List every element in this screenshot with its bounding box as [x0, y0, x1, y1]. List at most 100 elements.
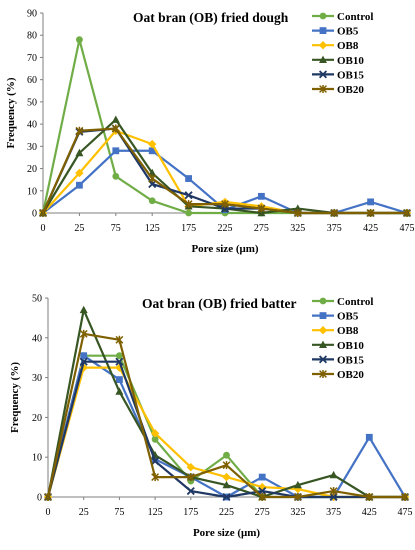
data-point-control	[151, 435, 159, 443]
legend-label-ob20: OB20	[337, 369, 364, 381]
data-point-ob20	[401, 493, 409, 501]
data-point-ob10	[329, 470, 338, 479]
data-point-ob15	[258, 486, 267, 496]
legend-item-ob15: OB15	[312, 69, 364, 81]
data-point-ob10	[115, 387, 124, 395]
legend-marker-ob20	[319, 85, 327, 93]
y-tick-label: 20	[32, 413, 42, 424]
y-tick-label: 90	[27, 9, 37, 20]
data-point-control	[116, 352, 123, 360]
legend-label-ob5: OB5	[337, 311, 359, 323]
data-point-ob10	[293, 480, 302, 489]
x-tick-label: 225	[219, 507, 234, 518]
chart-oat-bran-fried-batter: 0 10 20 30 40 50 0 25 75 125 175 225 275 325 375 425 475…	[9, 294, 413, 540]
legend-marker-ob20	[319, 370, 327, 378]
x-tick-label: 325	[290, 223, 305, 234]
x-tick-label: 475	[398, 507, 413, 518]
data-point-ob10	[75, 148, 84, 157]
chart-oat-bran-fried-dough: 0 10 20 30 40 50 60 70 80 90 0 25 75 125 175 225 275 325 3…	[5, 9, 415, 256]
x-tick-label: 275	[255, 507, 270, 518]
y-tick-label: 0	[32, 209, 37, 220]
legend-label-ob5: OB5	[337, 26, 359, 38]
legend-marker-ob5	[319, 312, 327, 319]
x-tick-label: 25	[79, 507, 89, 518]
data-point-ob15	[151, 457, 160, 466]
legend-item-ob10: OB10	[312, 55, 364, 67]
data-point-ob15	[115, 357, 124, 366]
legend-label-ob20: OB20	[337, 84, 364, 96]
x-tick-label: 425	[362, 507, 377, 518]
y-tick-label: 60	[27, 75, 37, 86]
x-tick-label: 325	[290, 507, 305, 518]
legend-item-ob20: OB20	[312, 369, 364, 381]
legend-marker-ob15	[318, 70, 328, 79]
data-point-ob10	[111, 115, 120, 123]
x-tick-label: 175	[183, 507, 198, 518]
legend-item-ob8: OB8	[312, 325, 359, 337]
y-tick-label: 30	[27, 142, 37, 153]
data-point-ob8	[222, 472, 231, 482]
x-tick-label: 375	[326, 507, 341, 518]
legend-item-ob15: OB15	[312, 354, 364, 366]
y-tick-label: 10	[27, 186, 37, 197]
x-tick-label: 0	[41, 223, 46, 234]
x-axis-label: Pore size (μm)	[193, 527, 260, 539]
legend-label-control: Control	[337, 11, 373, 23]
data-point-ob20	[39, 209, 47, 217]
data-point-ob20	[44, 493, 52, 501]
data-point-ob20	[330, 209, 339, 217]
y-tick-label: 40	[32, 333, 42, 344]
data-point-ob5	[80, 352, 88, 360]
x-tick-label: 125	[145, 223, 160, 234]
legend-marker-ob8	[318, 41, 328, 50]
y-tick-label: 70	[27, 53, 37, 64]
data-point-control	[185, 209, 193, 217]
y-tick-label: 50	[32, 294, 42, 305]
legend-marker-ob10	[319, 55, 327, 63]
legend-label-ob15: OB15	[337, 354, 364, 366]
data-point-ob20	[366, 209, 375, 217]
legend-item-ob8: OB8	[312, 40, 359, 52]
legend-label-control: Control	[337, 296, 373, 308]
legend-label-ob15: OB15	[337, 69, 364, 81]
data-point-control	[223, 451, 230, 459]
chart-title: Oat bran (OB) fried batter	[142, 296, 296, 311]
x-tick-label: 425	[363, 223, 378, 234]
data-point-ob20	[184, 200, 193, 209]
data-point-ob10	[79, 305, 88, 314]
data-point-ob15	[222, 492, 231, 502]
legend-marker-control	[319, 297, 327, 305]
x-tick-label: 225	[218, 223, 233, 234]
data-point-control	[148, 197, 156, 205]
data-point-ob8	[75, 168, 84, 178]
data-point-ob5	[258, 192, 265, 200]
data-point-ob10	[222, 480, 231, 489]
legend-item-ob10: OB10	[312, 340, 364, 352]
legend-item-control: Control	[312, 296, 373, 308]
legend-label-ob8: OB8	[337, 40, 359, 52]
data-point-ob20	[79, 329, 88, 338]
x-tick-label: 125	[148, 507, 163, 518]
data-point-ob5	[148, 147, 156, 155]
data-point-control	[112, 172, 120, 180]
y-tick-label: 10	[32, 453, 42, 464]
legend-label-ob10: OB10	[337, 55, 364, 67]
data-point-ob15	[329, 492, 338, 502]
data-point-ob20	[222, 461, 231, 470]
data-point-ob20	[111, 124, 120, 133]
legend-item-ob20: OB20	[312, 84, 364, 96]
y-tick-label: 50	[27, 97, 37, 108]
x-axis-label: Pore size (μm)	[191, 243, 258, 255]
data-point-ob20	[186, 473, 195, 482]
x-tick-label: 475	[400, 223, 415, 234]
legend-label-ob8: OB8	[337, 325, 359, 337]
legend-item-ob5: OB5	[312, 26, 359, 38]
data-point-ob20	[115, 335, 124, 344]
y-axis-label: Frequency (%)	[9, 362, 21, 433]
data-point-ob15	[186, 486, 195, 496]
data-point-ob5	[112, 147, 120, 155]
x-tick-label: 375	[327, 223, 342, 234]
data-point-ob5	[367, 198, 374, 206]
y-tick-label: 20	[27, 164, 37, 175]
